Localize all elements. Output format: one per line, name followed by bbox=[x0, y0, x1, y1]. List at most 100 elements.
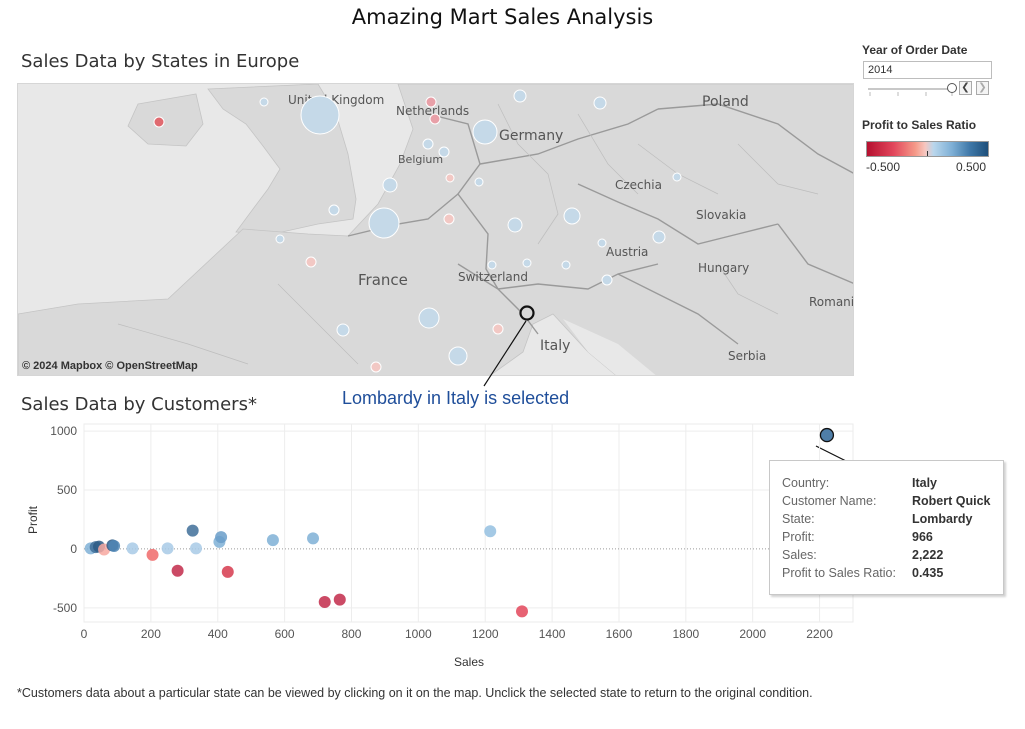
tooltip-value: Robert Quick bbox=[912, 494, 991, 508]
state-bubble[interactable] bbox=[370, 361, 382, 373]
x-tick-label: 1800 bbox=[672, 627, 699, 641]
y-tick-label: -500 bbox=[53, 601, 77, 615]
ratio-midpoint-marker bbox=[927, 151, 928, 156]
state-bubble[interactable] bbox=[153, 116, 165, 128]
plot-frame bbox=[83, 423, 854, 623]
state-bubble[interactable] bbox=[474, 177, 484, 187]
x-tick-label: 1400 bbox=[539, 627, 566, 641]
state-bubble[interactable] bbox=[448, 346, 468, 366]
state-bubble[interactable] bbox=[492, 323, 504, 335]
chevron-left-icon: ❮ bbox=[961, 82, 970, 93]
data-point[interactable] bbox=[108, 539, 121, 552]
x-tick-label: 2200 bbox=[806, 627, 833, 641]
state-bubble[interactable] bbox=[601, 274, 613, 286]
previous-year-button[interactable]: ❮ bbox=[959, 81, 972, 95]
state-bubble[interactable] bbox=[422, 138, 434, 150]
state-bubble[interactable] bbox=[425, 96, 437, 108]
data-point[interactable] bbox=[318, 595, 331, 608]
data-point[interactable] bbox=[307, 532, 320, 545]
customers-title: Sales Data by Customers* bbox=[21, 394, 257, 415]
tooltip-key: Customer Name: bbox=[782, 494, 877, 508]
x-tick-label: 2000 bbox=[739, 627, 766, 641]
state-bubble[interactable] bbox=[487, 260, 497, 270]
state-bubble[interactable] bbox=[259, 97, 269, 107]
state-bubble[interactable] bbox=[336, 323, 350, 337]
point-tooltip: Country: Italy Customer Name: Robert Quick… bbox=[769, 460, 1004, 595]
slider-track[interactable] bbox=[868, 88, 954, 90]
tooltip-value: 0.435 bbox=[912, 566, 944, 580]
state-bubble[interactable] bbox=[328, 204, 340, 216]
state-bubble[interactable] bbox=[513, 89, 527, 103]
year-filter-label: Year of Order Date bbox=[862, 43, 968, 57]
data-point[interactable] bbox=[484, 525, 497, 538]
tooltip-value: Italy bbox=[912, 476, 938, 490]
continent-shape bbox=[18, 84, 853, 375]
map-canvas[interactable]: United Kingdom Netherlands Belgium Germa… bbox=[18, 84, 854, 376]
tooltip-row: Country: Italy bbox=[782, 476, 1002, 494]
chart-grid bbox=[83, 423, 854, 623]
map-attribution[interactable]: © 2024 Mapbox © OpenStreetMap bbox=[22, 360, 198, 372]
year-slider[interactable] bbox=[868, 82, 958, 96]
state-bubble[interactable] bbox=[472, 119, 498, 145]
state-bubble[interactable] bbox=[443, 213, 455, 225]
ratio-max-label: 0.500 bbox=[956, 160, 987, 174]
x-tick-label: 800 bbox=[341, 627, 361, 641]
ratio-legend-title: Profit to Sales Ratio bbox=[862, 118, 977, 132]
state-bubble[interactable] bbox=[275, 234, 285, 244]
slider-ticks bbox=[869, 92, 953, 96]
map-label-germany: Germany bbox=[499, 128, 563, 144]
map-label-romania: Romania bbox=[809, 295, 854, 309]
y-axis-label: Profit bbox=[26, 505, 40, 534]
state-bubble[interactable] bbox=[445, 173, 455, 183]
state-bubble[interactable] bbox=[382, 177, 398, 193]
data-point[interactable] bbox=[215, 531, 228, 544]
x-tick-label: 1600 bbox=[606, 627, 633, 641]
europe-map[interactable]: United Kingdom Netherlands Belgium Germa… bbox=[17, 83, 854, 376]
map-title: Sales Data by States in Europe bbox=[21, 51, 300, 72]
data-point[interactable] bbox=[333, 593, 346, 606]
map-label-hungary: Hungary bbox=[698, 261, 749, 275]
state-bubble[interactable] bbox=[507, 217, 523, 233]
state-bubble[interactable] bbox=[429, 113, 441, 125]
data-point[interactable] bbox=[515, 605, 528, 618]
state-bubble[interactable] bbox=[593, 96, 607, 110]
footnote: *Customers data about a particular state… bbox=[17, 686, 813, 700]
data-point[interactable] bbox=[221, 565, 234, 578]
data-points[interactable] bbox=[84, 427, 835, 618]
state-bubble[interactable] bbox=[597, 238, 607, 248]
state-bubble[interactable] bbox=[522, 258, 532, 268]
tooltip-value: 2,222 bbox=[912, 548, 944, 562]
selected-state-bubble[interactable] bbox=[519, 305, 535, 321]
data-point[interactable] bbox=[126, 542, 139, 555]
map-label-czechia: Czechia bbox=[615, 178, 662, 192]
state-bubble[interactable] bbox=[561, 260, 571, 270]
year-filter-value[interactable]: 2014 bbox=[863, 61, 992, 79]
state-bubble[interactable] bbox=[438, 146, 450, 158]
x-tick-label: 1200 bbox=[472, 627, 499, 641]
tooltip-key: Profit to Sales Ratio: bbox=[782, 566, 896, 580]
tooltip-row: Profit: 966 bbox=[782, 530, 1002, 548]
data-point[interactable] bbox=[146, 548, 159, 561]
state-bubble[interactable] bbox=[563, 207, 581, 225]
selection-annotation: Lombardy in Italy is selected bbox=[342, 388, 570, 408]
customers-scatter-chart[interactable]: 0 200 400 600 800 1000 1200 1400 1600 1800 2000 220… bbox=[0, 420, 860, 680]
slider-handle[interactable] bbox=[947, 83, 957, 93]
data-point[interactable] bbox=[190, 542, 203, 555]
map-label-switzerland: Switzerland bbox=[458, 270, 528, 284]
data-point[interactable] bbox=[171, 564, 184, 577]
data-point[interactable] bbox=[266, 534, 279, 547]
tooltip-value: 966 bbox=[912, 530, 933, 544]
data-point[interactable] bbox=[186, 524, 199, 537]
y-tick-label: 0 bbox=[70, 542, 77, 556]
state-bubble[interactable] bbox=[652, 230, 666, 244]
tooltip-key: State: bbox=[782, 512, 815, 526]
state-bubble[interactable] bbox=[418, 307, 440, 329]
state-bubble[interactable] bbox=[368, 207, 400, 239]
adriatic-sea-shape bbox=[563, 319, 656, 375]
data-point[interactable] bbox=[161, 542, 174, 555]
next-year-button[interactable]: ❯ bbox=[976, 81, 989, 95]
state-bubble[interactable] bbox=[305, 256, 317, 268]
selected-data-point[interactable] bbox=[819, 427, 835, 443]
state-bubble[interactable] bbox=[672, 172, 682, 182]
state-bubble[interactable] bbox=[300, 95, 340, 135]
